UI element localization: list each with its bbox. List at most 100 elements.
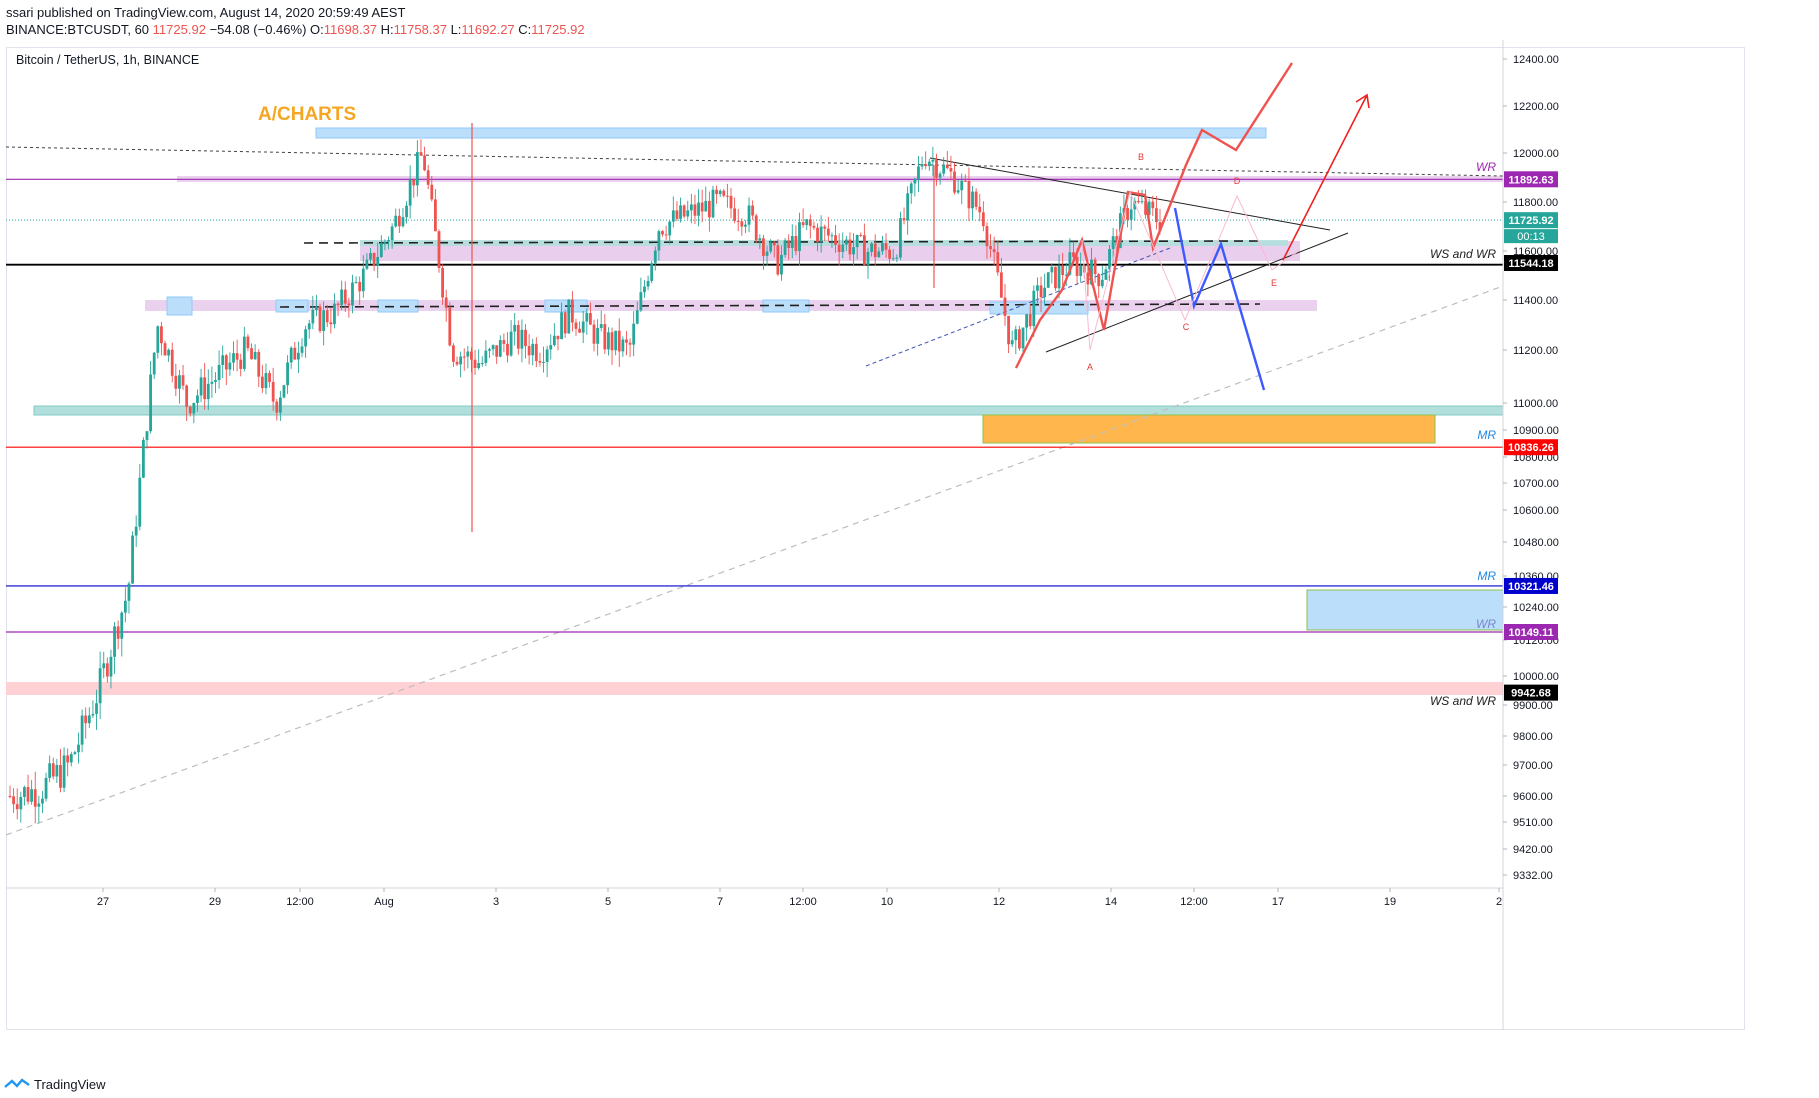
candle-body: [12, 796, 16, 805]
candle-body: [545, 349, 549, 363]
candle-body: [41, 798, 44, 804]
candle-body: [812, 225, 816, 228]
time-tick-label: 12: [993, 896, 1005, 908]
candle-body: [242, 336, 246, 369]
candle-body: [214, 380, 217, 382]
candle-body: [899, 218, 902, 258]
candle-body: [830, 235, 834, 237]
candle-body: [181, 375, 185, 386]
candle-body: [199, 377, 203, 396]
candle-body: [552, 335, 556, 346]
candle-body: [102, 663, 106, 669]
candle-body: [120, 612, 124, 639]
candle-body: [23, 787, 26, 797]
candle-body: [902, 218, 906, 221]
candle-body: [62, 755, 66, 788]
candle-body: [607, 332, 610, 350]
candle-body: [221, 355, 225, 365]
candle-body: [105, 663, 109, 677]
candle-body: [452, 345, 455, 362]
candle-body: [206, 383, 210, 400]
candle-body: [203, 377, 207, 400]
close-label: C:: [518, 22, 532, 37]
candle-body: [942, 164, 946, 174]
price-tick-label: 9700.00: [1513, 760, 1553, 772]
candle-body: [426, 170, 430, 185]
candle-body: [246, 336, 250, 349]
candle-body: [459, 356, 463, 365]
candle-body: [1075, 256, 1079, 276]
candle-body: [801, 222, 805, 226]
candle-body: [343, 289, 347, 304]
candle-body: [697, 202, 700, 216]
price-badge-2: [1504, 255, 1558, 271]
candle-body: [592, 324, 596, 344]
price-badge-text-1: 11725.92: [1508, 215, 1553, 227]
price-badge-text-6: 9942.68: [1511, 688, 1551, 700]
time-tick-label: 7: [717, 896, 723, 908]
candle-body: [798, 222, 801, 252]
candle-body: [895, 257, 899, 259]
candle-body: [736, 220, 740, 222]
candle-body: [664, 234, 668, 236]
candle-body: [224, 355, 228, 370]
candle-body: [1057, 265, 1061, 289]
candle-body: [462, 356, 466, 358]
candle-body: [848, 239, 852, 255]
candle-body: [340, 289, 344, 306]
candle-body: [711, 189, 715, 218]
candle-body: [134, 526, 138, 536]
candle-body: [188, 406, 192, 414]
candle-body: [253, 352, 257, 360]
candle-body: [87, 715, 91, 724]
support-zone-lower: [33, 405, 1504, 416]
candle-body: [127, 583, 131, 601]
blue-block-5: [377, 299, 419, 313]
candle-body: [999, 272, 1003, 298]
candle-body: [906, 193, 910, 221]
candle-body: [354, 281, 358, 283]
candle-body: [837, 244, 841, 252]
candle-body: [383, 241, 387, 244]
candle-body: [271, 382, 275, 402]
candle-body: [671, 210, 675, 222]
candle-body: [1115, 236, 1119, 248]
candle-body: [603, 324, 607, 350]
red-zone-bottom: [6, 682, 1503, 695]
candle-body: [1050, 266, 1054, 273]
candle-body: [524, 329, 527, 347]
chart-frame[interactable]: [6, 47, 1745, 1030]
candle-body: [578, 328, 581, 333]
candle-body: [549, 345, 553, 350]
candle-body: [336, 303, 340, 306]
time-tick-label: Aug: [374, 896, 394, 908]
candle-body: [1154, 208, 1158, 223]
candle-body: [369, 253, 372, 260]
high-label: H:: [380, 22, 394, 37]
blue-dashed-trend: [865, 247, 1171, 367]
open-value: 11698.37: [323, 22, 378, 37]
candle-body: [1043, 287, 1047, 298]
candle-body: [596, 327, 600, 344]
price-badge-3: [1504, 439, 1558, 456]
candle-body: [466, 351, 470, 357]
time-tick-label: 14: [1105, 896, 1117, 908]
chart-legend: Bitcoin / TetherUS, 1h, BINANCE: [16, 53, 200, 67]
candle-body: [1014, 329, 1018, 341]
candle-body: [668, 221, 672, 236]
candle-body: [33, 789, 37, 807]
candle-body: [574, 322, 578, 329]
level-tag-2: MR: [1477, 428, 1496, 442]
candle-body: [1036, 285, 1039, 291]
candle-body: [448, 307, 452, 346]
candle-body: [891, 258, 895, 260]
candle-body: [210, 381, 214, 384]
candle-body: [498, 340, 502, 357]
candle-body: [650, 263, 654, 281]
drawings-layer: [5, 127, 1504, 836]
candle-body: [286, 362, 289, 386]
candle-body: [1010, 340, 1014, 345]
candle-body: [646, 280, 650, 287]
candle-body: [264, 373, 268, 389]
